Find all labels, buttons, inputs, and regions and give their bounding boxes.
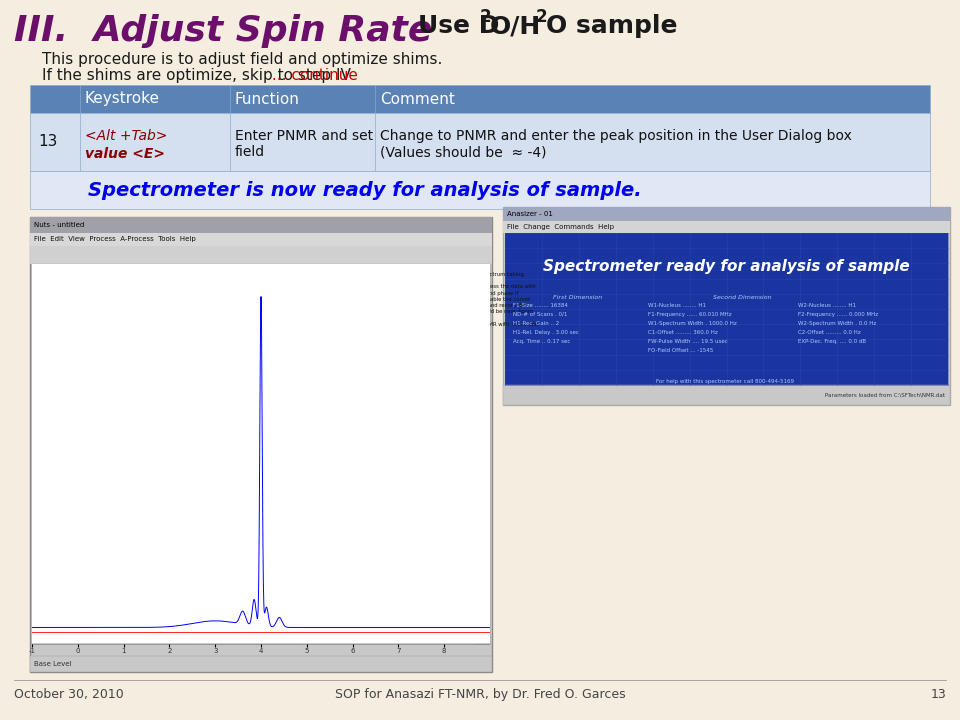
Text: Spectrometer is now ready for analysis of sample.: Spectrometer is now ready for analysis o… bbox=[88, 181, 641, 199]
Text: File  Change  Commands  Help: File Change Commands Help bbox=[507, 224, 614, 230]
Text: SOP for Anasazi FT-NMR, by Dr. Fred O. Garces: SOP for Anasazi FT-NMR, by Dr. Fred O. G… bbox=[335, 688, 625, 701]
Text: (Values should be  ≈ -4): (Values should be ≈ -4) bbox=[380, 145, 546, 159]
Text: ND-# of Scans . 0/1: ND-# of Scans . 0/1 bbox=[513, 312, 567, 317]
Text: Base Level: Base Level bbox=[34, 661, 71, 667]
Text: PPM: PPM bbox=[470, 625, 488, 634]
FancyBboxPatch shape bbox=[503, 207, 950, 405]
FancyBboxPatch shape bbox=[230, 352, 330, 364]
Text: W1-Spectrum Width . 1000.0 Hz: W1-Spectrum Width . 1000.0 Hz bbox=[648, 321, 736, 326]
Text: Second Dimension: Second Dimension bbox=[713, 295, 772, 300]
Text: C2-Offset ......... 0.0 Hz: C2-Offset ......... 0.0 Hz bbox=[798, 330, 861, 335]
FancyBboxPatch shape bbox=[503, 385, 950, 405]
Text: Enter chemical shift of water resonance: Enter chemical shift of water resonance bbox=[65, 455, 408, 470]
FancyBboxPatch shape bbox=[30, 233, 492, 246]
Text: Function: Function bbox=[235, 91, 300, 107]
Text: Parameters loaded from C:\SFTech\NMR.dat: Parameters loaded from C:\SFTech\NMR.dat bbox=[825, 392, 945, 397]
Text: Anasizer - 01: Anasizer - 01 bbox=[507, 211, 553, 217]
Text: This procedure is to adjust field and optimize shims.: This procedure is to adjust field and op… bbox=[42, 52, 443, 67]
Text: For help with this spectrometer call 800-494-5169: For help with this spectrometer call 800… bbox=[656, 379, 794, 384]
Text: value <E>: value <E> bbox=[85, 147, 165, 161]
Text: Acq. Time .. 0.17 sec: Acq. Time .. 0.17 sec bbox=[513, 339, 570, 344]
Text: FW-Pulse Width .... 19.5 usec: FW-Pulse Width .... 19.5 usec bbox=[648, 339, 728, 344]
Text: F1-Size ........ 16384: F1-Size ........ 16384 bbox=[513, 303, 568, 308]
Text: W2-Spectrum Width . 0.0 Hz: W2-Spectrum Width . 0.0 Hz bbox=[798, 321, 876, 326]
Text: 13: 13 bbox=[930, 688, 946, 701]
Text: File  Edit  View  Process  A-Process  Tools  Help: File Edit View Process A-Process Tools H… bbox=[34, 236, 196, 243]
Text: -4.162: -4.162 bbox=[233, 354, 257, 362]
Text: 13: 13 bbox=[38, 135, 58, 150]
Text: FO-Field Offset ... -1545: FO-Field Offset ... -1545 bbox=[648, 348, 713, 353]
Text: C1-Offset ......... 360.0 Hz: C1-Offset ......... 360.0 Hz bbox=[648, 330, 718, 335]
FancyBboxPatch shape bbox=[30, 85, 930, 113]
FancyBboxPatch shape bbox=[255, 368, 300, 382]
FancyBboxPatch shape bbox=[225, 330, 335, 390]
FancyBboxPatch shape bbox=[30, 656, 492, 672]
FancyBboxPatch shape bbox=[503, 207, 950, 221]
FancyBboxPatch shape bbox=[476, 444, 488, 464]
Text: If the shims are optimize, skip to step IV: If the shims are optimize, skip to step … bbox=[42, 68, 350, 83]
Text: <Alt +Tab>: <Alt +Tab> bbox=[85, 129, 167, 143]
FancyBboxPatch shape bbox=[30, 217, 492, 672]
Text: field: field bbox=[235, 145, 265, 159]
Text: 2: 2 bbox=[480, 8, 492, 26]
Text: Comment: Comment bbox=[380, 91, 455, 107]
Text: O/H: O/H bbox=[490, 14, 541, 38]
Text: F2-Frequency ...... 0.000 MHz: F2-Frequency ...... 0.000 MHz bbox=[798, 312, 878, 317]
Text: O sample: O sample bbox=[546, 14, 678, 38]
Text: H1-Rel. Delay . 3.00 sec: H1-Rel. Delay . 3.00 sec bbox=[513, 330, 579, 335]
Text: W1-Nucleus ........ H1: W1-Nucleus ........ H1 bbox=[648, 303, 706, 308]
Text: Last, to approximately set the field for spectrum taking.

Transfer to NUTS with: Last, to approximately set the field for… bbox=[377, 272, 540, 327]
Text: Spectrometer ready for analysis of sample: Spectrometer ready for analysis of sampl… bbox=[543, 259, 910, 274]
Text: October 30, 2010: October 30, 2010 bbox=[14, 688, 124, 701]
Text: EXP-Dec. Freq. .... 0.0 dB: EXP-Dec. Freq. .... 0.0 dB bbox=[798, 339, 866, 344]
FancyBboxPatch shape bbox=[374, 269, 474, 384]
Text: ... continue: ... continue bbox=[267, 68, 358, 83]
FancyBboxPatch shape bbox=[30, 171, 930, 209]
FancyBboxPatch shape bbox=[225, 330, 335, 342]
FancyBboxPatch shape bbox=[505, 233, 948, 385]
FancyBboxPatch shape bbox=[32, 264, 490, 644]
Text: H1-Rec. Gain .. 2: H1-Rec. Gain .. 2 bbox=[513, 321, 560, 326]
Text: Use D: Use D bbox=[418, 14, 499, 38]
Text: Keystroke: Keystroke bbox=[85, 91, 160, 107]
Text: F1-Frequency ...... 60.010 MHz: F1-Frequency ...... 60.010 MHz bbox=[648, 312, 732, 317]
Text: Enter Input: Enter Input bbox=[260, 333, 300, 339]
Text: W2-Nucleus ........ H1: W2-Nucleus ........ H1 bbox=[798, 303, 856, 308]
FancyBboxPatch shape bbox=[474, 266, 490, 644]
Text: OK: OK bbox=[272, 371, 282, 379]
FancyBboxPatch shape bbox=[30, 246, 492, 264]
FancyBboxPatch shape bbox=[30, 217, 492, 233]
Text: 2: 2 bbox=[536, 8, 547, 26]
Text: First Dimension: First Dimension bbox=[553, 295, 602, 300]
Text: III.  Adjust Spin Rate: III. Adjust Spin Rate bbox=[14, 14, 432, 48]
FancyBboxPatch shape bbox=[30, 113, 930, 171]
Text: Nuts - untitled: Nuts - untitled bbox=[34, 222, 84, 228]
Text: Enter PNMR and set: Enter PNMR and set bbox=[235, 129, 373, 143]
Text: Enter the peak position in ppm, including sign.: Enter the peak position in ppm, includin… bbox=[230, 348, 377, 353]
FancyBboxPatch shape bbox=[503, 221, 950, 233]
Text: Change to PNMR and enter the peak position in the User Dialog box: Change to PNMR and enter the peak positi… bbox=[380, 129, 852, 143]
